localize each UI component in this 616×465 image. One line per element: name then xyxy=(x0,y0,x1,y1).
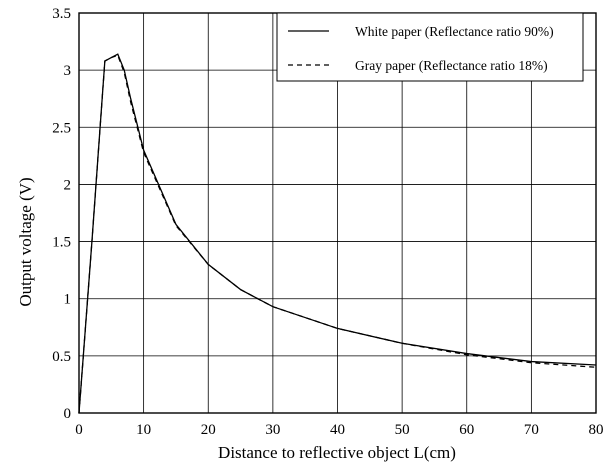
x-tick-label: 10 xyxy=(136,422,151,438)
y-tick-label: 3 xyxy=(64,63,72,79)
x-tick-label: 30 xyxy=(265,422,280,438)
x-tick-label: 20 xyxy=(201,422,216,438)
y-tick-label: 0 xyxy=(64,406,72,422)
y-tick-label: 3.5 xyxy=(52,6,71,22)
x-axis-title: Distance to reflective object L(cm) xyxy=(218,443,456,462)
legend: White paper (Reflectance ratio 90%) Gray… xyxy=(276,12,584,82)
x-tick-label: 70 xyxy=(524,422,539,438)
y-tick-label: 1 xyxy=(64,292,72,308)
y-tick-labels: 0 0.5 1 1.5 2 2.5 3 3.5 xyxy=(52,6,71,422)
x-tick-labels: 0 10 20 30 40 50 60 70 80 xyxy=(75,422,603,438)
y-tick-label: 2.5 xyxy=(52,120,71,136)
legend-box xyxy=(276,12,584,82)
x-tick-label: 0 xyxy=(75,422,83,438)
y-tick-label: 1.5 xyxy=(52,235,71,251)
y-tick-label: 0.5 xyxy=(52,349,71,365)
series-line-gray-paper xyxy=(78,54,597,414)
legend-label-gray-paper: Gray paper (Reflectance ratio 18%) xyxy=(355,58,548,73)
x-tick-label: 40 xyxy=(330,422,345,438)
y-axis-title: Output voltage (V) xyxy=(16,177,35,306)
series-layer xyxy=(78,53,597,414)
x-tick-label: 80 xyxy=(589,422,604,438)
x-tick-label: 60 xyxy=(459,422,474,438)
x-tick-label: 50 xyxy=(395,422,410,438)
y-tick-label: 2 xyxy=(64,177,72,193)
legend-label-white-paper: White paper (Reflectance ratio 90%) xyxy=(355,24,554,39)
